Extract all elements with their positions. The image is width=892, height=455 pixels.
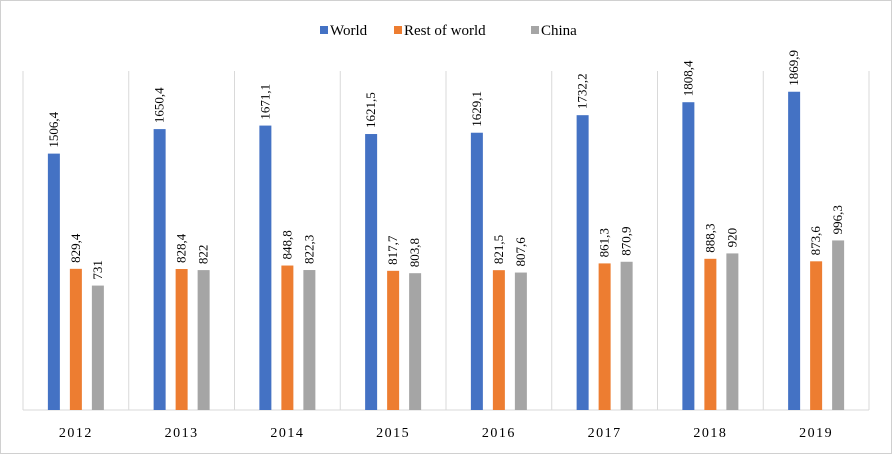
bar-rest-of-world-2013 — [175, 269, 188, 410]
bar-rest-of-world-2016 — [492, 270, 505, 410]
bar-world-2012 — [47, 153, 60, 410]
data-label: 1650,4 — [152, 87, 167, 123]
bar-rest-of-world-2018 — [704, 258, 717, 410]
data-label: 996,3 — [830, 205, 845, 234]
bar-china-2018 — [726, 253, 739, 410]
data-label: 1621,5 — [363, 92, 378, 128]
bar-world-2015 — [365, 134, 378, 411]
data-label: 1732,2 — [575, 73, 590, 109]
bar-world-2017 — [576, 115, 589, 410]
data-label: 1808,4 — [680, 60, 695, 96]
x-tick-label: 2019 — [799, 426, 833, 441]
x-tick-label: 2017 — [588, 426, 622, 441]
data-label: 888,3 — [702, 224, 717, 253]
x-tick-labels: 2012 2013 2014 2015 2016 2017 2018 2019 — [59, 426, 833, 441]
legend-label-china: China — [541, 23, 577, 39]
data-label: 807,6 — [513, 237, 528, 267]
legend-swatch-rest-of-world — [394, 26, 402, 34]
bar-rest-of-world-2012 — [69, 268, 82, 410]
data-label: 1869,9 — [786, 50, 801, 86]
x-tick-label: 2016 — [482, 426, 516, 441]
data-label: 828,4 — [174, 233, 189, 263]
bars — [47, 91, 845, 411]
x-tick-label: 2014 — [270, 426, 304, 441]
data-labels: 1506,4 829,4 731 1650,4 828,4 822 1671,1 848,8 8… — [46, 50, 845, 280]
bar-china-2015 — [409, 273, 422, 410]
bar-rest-of-world-2019 — [810, 261, 823, 410]
legend-swatch-china — [531, 26, 539, 34]
bar-world-2013 — [153, 129, 166, 410]
bar-china-2012 — [91, 285, 104, 410]
bar-world-2018 — [682, 102, 695, 410]
bar-china-2017 — [620, 261, 633, 410]
bar-china-2019 — [832, 240, 845, 410]
data-label: 870,9 — [619, 227, 634, 256]
data-label: 1629,1 — [469, 91, 484, 127]
x-tick-label: 2015 — [376, 426, 410, 441]
data-label: 822 — [196, 245, 211, 265]
bar-china-2014 — [303, 270, 316, 410]
data-label: 861,3 — [597, 228, 612, 257]
legend-label-world: World — [330, 23, 368, 39]
bar-china-2016 — [514, 272, 527, 410]
x-tick-label: 2018 — [693, 426, 727, 441]
data-label: 731 — [90, 260, 105, 280]
bar-rest-of-world-2017 — [598, 263, 611, 410]
x-tick-label: 2012 — [59, 426, 93, 441]
data-label: 848,8 — [279, 230, 294, 259]
bar-world-2014 — [259, 125, 272, 410]
data-label: 822,3 — [301, 235, 316, 264]
data-label: 821,5 — [491, 235, 506, 264]
data-label: 873,6 — [808, 226, 823, 256]
bar-world-2019 — [788, 91, 801, 411]
x-tick-label: 2013 — [165, 426, 199, 441]
bar-rest-of-world-2014 — [281, 265, 294, 410]
bar-rest-of-world-2015 — [387, 270, 400, 410]
data-label: 920 — [724, 228, 739, 248]
legend: World Rest of world China — [320, 23, 577, 39]
category-gridlines — [22, 71, 870, 410]
legend-swatch-world — [320, 26, 328, 34]
data-label: 1506,4 — [46, 111, 61, 147]
bar-china-2013 — [197, 270, 210, 410]
data-label: 829,4 — [68, 233, 83, 263]
data-label: 1671,1 — [257, 84, 272, 120]
bar-world-2016 — [470, 132, 483, 410]
data-label: 817,7 — [385, 235, 400, 265]
data-label: 803,8 — [407, 238, 422, 267]
legend-label-rest-of-world: Rest of world — [404, 23, 486, 39]
